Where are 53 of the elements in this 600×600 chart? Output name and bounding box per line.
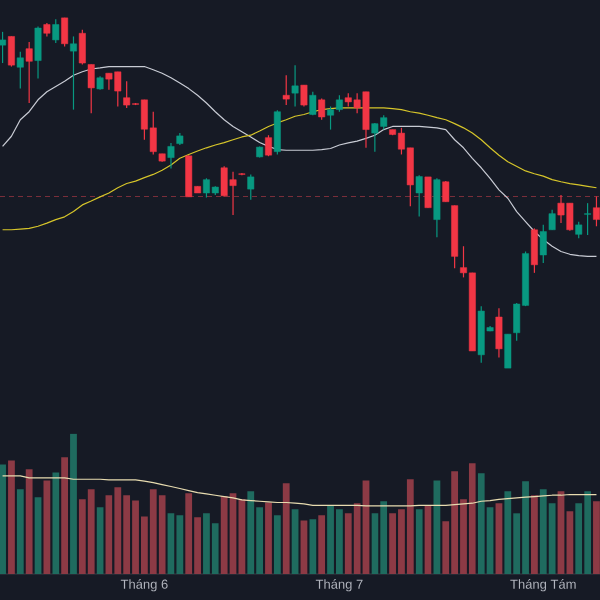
bar <box>176 515 184 574</box>
candlestick <box>123 80 131 109</box>
bar <box>380 501 388 574</box>
bar <box>247 491 255 574</box>
bar <box>415 509 423 574</box>
candlestick <box>167 142 175 170</box>
candlestick <box>25 41 33 104</box>
candlestick <box>424 176 432 209</box>
candlestick <box>78 29 86 66</box>
bar <box>185 493 193 574</box>
candlestick <box>282 74 290 106</box>
candlestick <box>34 26 42 80</box>
candlestick <box>70 35 77 111</box>
bar <box>158 495 166 574</box>
candlestick <box>415 174 423 218</box>
bar <box>531 495 538 574</box>
bar <box>70 433 77 574</box>
bar <box>504 491 512 574</box>
bar <box>25 469 33 574</box>
candlestick <box>61 17 69 48</box>
bar <box>0 464 6 574</box>
bar <box>16 489 24 574</box>
bar <box>43 480 51 574</box>
bar <box>282 483 290 574</box>
bar <box>203 513 210 574</box>
bar <box>61 457 69 574</box>
candlestick <box>442 180 450 203</box>
candlestick <box>593 195 600 227</box>
bar <box>406 479 414 574</box>
candlestick <box>273 109 281 156</box>
bar <box>87 489 95 574</box>
candlestick <box>16 51 24 90</box>
bar <box>318 515 326 574</box>
bar <box>273 515 281 574</box>
bar <box>114 487 122 574</box>
candlestick <box>247 173 255 201</box>
candlestick <box>504 333 512 369</box>
candlestick <box>52 18 60 44</box>
candlestick <box>7 35 15 68</box>
candlestick <box>318 97 326 121</box>
candlestick <box>185 154 193 198</box>
candlestick <box>87 63 95 114</box>
candlestick <box>584 202 592 236</box>
candlestick <box>433 177 441 238</box>
bar <box>265 502 272 574</box>
bar <box>220 495 228 574</box>
candlestick <box>0 31 7 64</box>
bar <box>238 499 246 574</box>
candlestick <box>539 224 547 264</box>
candlestick <box>495 307 503 359</box>
bar <box>477 473 485 574</box>
candlestick <box>291 64 299 108</box>
candlestick <box>530 227 538 274</box>
